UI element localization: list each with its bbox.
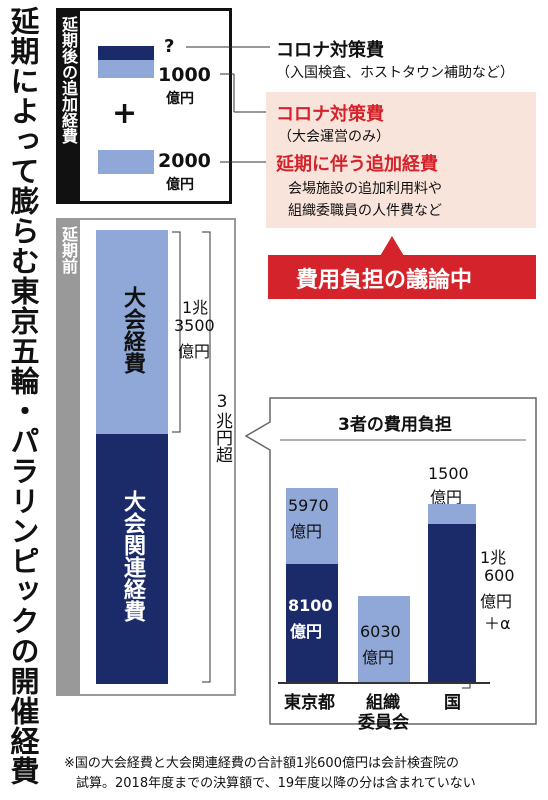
value-1000: 1000: [158, 64, 211, 86]
after-delay-label-box: [56, 8, 80, 204]
country-total-2: 600: [484, 566, 515, 585]
tokyo-games-bar: [286, 488, 338, 564]
tokyo-related-unit: 億円: [290, 622, 323, 641]
debate-pointer: [380, 236, 404, 256]
cat-oc-1: 組織: [366, 693, 400, 713]
footnote-line-2: 試算。2018年度までの決算額で、19年度以降の分は含まれていない: [76, 776, 476, 791]
burden-baseline: [278, 682, 490, 684]
value-2000: 2000: [158, 150, 211, 172]
oc-value: 6030: [360, 622, 401, 641]
country-related-bar: [428, 524, 476, 682]
country-total-1: 1兆: [480, 548, 507, 567]
cat-tokyo: 東京都: [284, 693, 335, 713]
corona-games-swatch: [98, 60, 154, 78]
country-games-bar: [428, 504, 476, 524]
corona-games-label: コロナ対策費: [276, 104, 384, 125]
games-value-2: 3500: [174, 316, 215, 335]
cat-oc-2: 委員会: [358, 713, 409, 733]
oc-games-bar: [358, 596, 410, 682]
oc-unit: 億円: [362, 648, 395, 667]
total-label: 3兆円超: [212, 392, 232, 463]
after-delay-label: 延期後の追加経費: [59, 16, 78, 144]
tokyo-games-value: 5970: [288, 496, 329, 515]
games-value-3: 億円: [178, 342, 211, 361]
pink-box: [266, 92, 536, 228]
delay-cost-swatch: [98, 150, 154, 174]
corona-measure-swatch: [98, 46, 154, 60]
games-cost-bar: [96, 230, 168, 434]
delay-cost-note-1: 会場施設の追加利用料や: [288, 181, 442, 197]
related-cost-label: 大会関連経費: [120, 490, 145, 622]
debate-banner: [268, 255, 536, 299]
tokyo-games-unit: 億円: [290, 522, 323, 541]
games-cost-label: 大会経費: [120, 286, 145, 374]
page-title: 延期によって膨らむ東京五輪・パラリンピックの開催経費: [6, 6, 40, 786]
burden-title: 3者の費用負担: [338, 415, 452, 435]
country-total-4: ＋α: [484, 614, 511, 633]
unit-2000: 億円: [166, 177, 194, 193]
related-cost-bar: [96, 434, 168, 684]
tokyo-related-value: 8100: [288, 596, 333, 615]
question-value: ?: [164, 36, 175, 57]
footnote-line-1: ※国の大会経費と大会関連経費の合計額1兆600億円は会計検査院の: [64, 756, 459, 771]
unit-1000: 億円: [166, 91, 194, 107]
plus-sign: +: [112, 96, 138, 131]
country-top-unit: 億円: [430, 488, 463, 507]
debate-label: 費用負担の議論中: [296, 268, 473, 293]
delay-cost-note-2: 組織委職員の人件費など: [288, 203, 442, 219]
delay-cost-label: 延期に伴う追加経費: [276, 154, 438, 175]
before-delay-label: 延期前: [59, 226, 78, 274]
tokyo-related-bar: [286, 564, 338, 682]
games-value-1: 1兆: [182, 298, 209, 317]
corona-measure-note: （入国検査、ホストタウン補助など）: [276, 65, 514, 81]
country-total-3: 億円: [480, 592, 513, 611]
corona-measure-label: コロナ対策費: [276, 40, 384, 61]
corona-games-note: （大会運営のみ）: [278, 129, 390, 145]
country-top-value: 1500: [428, 464, 469, 483]
cat-country: 国: [444, 693, 461, 713]
before-delay-label-box: [56, 218, 80, 696]
